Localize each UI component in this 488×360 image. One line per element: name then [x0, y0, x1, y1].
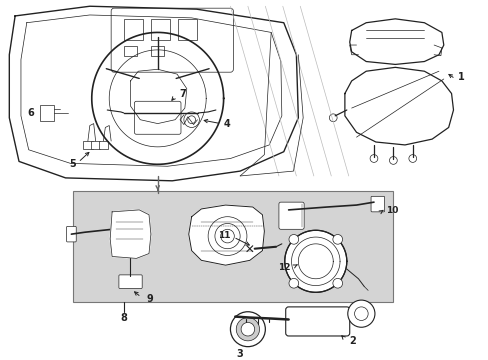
- Text: 6: 6: [28, 108, 35, 118]
- Text: 2: 2: [348, 336, 355, 346]
- FancyBboxPatch shape: [66, 226, 76, 242]
- Circle shape: [183, 112, 199, 127]
- Bar: [123, 19, 143, 40]
- Bar: [178, 19, 197, 40]
- Bar: [91, 141, 100, 149]
- Circle shape: [288, 278, 298, 288]
- Bar: [73, 190, 392, 302]
- Polygon shape: [284, 230, 346, 292]
- FancyBboxPatch shape: [134, 101, 181, 134]
- Circle shape: [288, 234, 298, 244]
- Circle shape: [347, 300, 374, 327]
- Text: 1: 1: [457, 72, 464, 82]
- Circle shape: [332, 234, 342, 244]
- Text: 5: 5: [69, 159, 76, 169]
- FancyBboxPatch shape: [285, 307, 349, 336]
- Circle shape: [369, 155, 377, 162]
- Circle shape: [329, 114, 336, 122]
- Text: 9: 9: [146, 294, 152, 304]
- Text: 11: 11: [218, 231, 230, 240]
- Circle shape: [241, 323, 254, 336]
- Circle shape: [236, 318, 259, 341]
- Bar: [41, 105, 54, 121]
- Text: 3: 3: [236, 350, 243, 359]
- FancyBboxPatch shape: [119, 275, 142, 288]
- Text: 8: 8: [120, 312, 127, 323]
- Circle shape: [230, 312, 265, 347]
- Bar: [83, 141, 93, 149]
- FancyBboxPatch shape: [370, 196, 384, 212]
- Circle shape: [332, 278, 342, 288]
- Bar: [99, 141, 108, 149]
- Text: 4: 4: [223, 118, 230, 129]
- Circle shape: [187, 116, 195, 123]
- FancyBboxPatch shape: [244, 243, 257, 255]
- FancyBboxPatch shape: [111, 8, 233, 72]
- Bar: [151, 19, 170, 40]
- Polygon shape: [110, 210, 151, 258]
- FancyBboxPatch shape: [278, 202, 304, 229]
- Bar: [123, 46, 137, 56]
- Circle shape: [389, 157, 396, 164]
- Circle shape: [354, 307, 367, 320]
- Text: 10: 10: [385, 206, 397, 215]
- Text: 7: 7: [179, 90, 185, 99]
- Polygon shape: [188, 205, 264, 265]
- Bar: [151, 46, 164, 56]
- Text: 12: 12: [278, 263, 290, 272]
- Circle shape: [408, 155, 416, 162]
